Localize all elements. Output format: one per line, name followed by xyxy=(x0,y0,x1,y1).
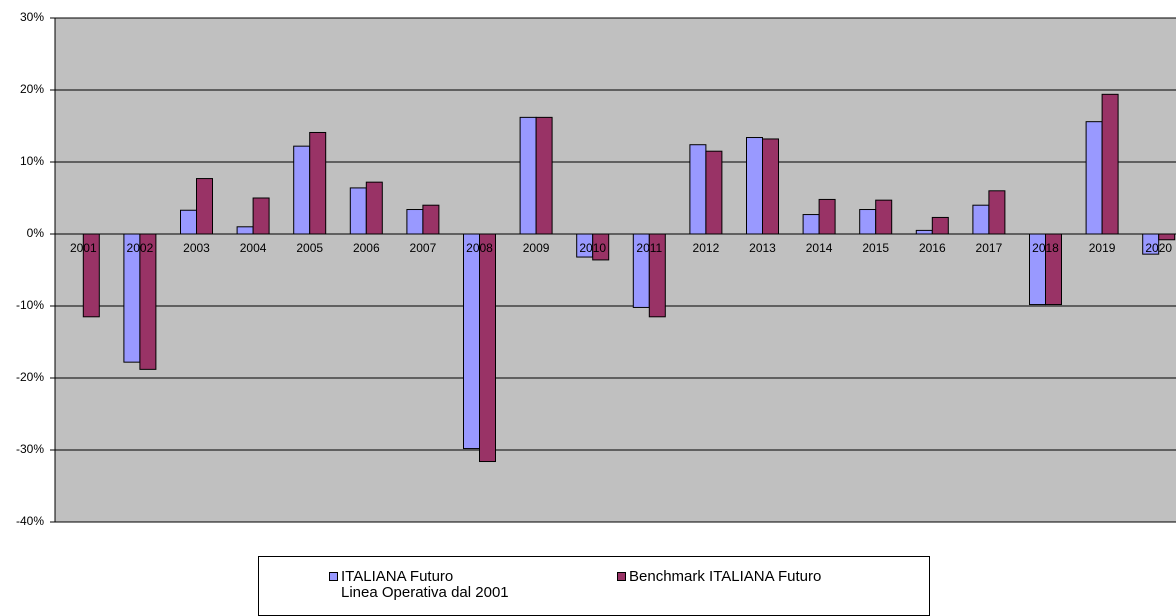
bar xyxy=(931,216,949,235)
bar xyxy=(648,233,666,318)
legend-label: ITALIANA Futuro Linea Operativa dal 2001 xyxy=(341,568,509,601)
bar xyxy=(1142,233,1160,255)
y-tick-label: 20% xyxy=(20,82,44,96)
bar xyxy=(592,233,610,261)
legend-swatch xyxy=(617,572,626,581)
y-tick-label: 10% xyxy=(20,154,44,168)
y-tick-label: -10% xyxy=(16,298,44,312)
y-tick-label: 30% xyxy=(20,10,44,24)
x-tick-label: 2007 xyxy=(410,241,437,255)
legend-label: Benchmark ITALIANA Futuro xyxy=(629,568,822,585)
x-tick-label: 2006 xyxy=(353,241,380,255)
bar xyxy=(479,233,496,463)
x-tick-label: 2012 xyxy=(693,241,720,255)
legend-swatch xyxy=(329,572,338,581)
bar xyxy=(293,145,311,235)
bar xyxy=(746,137,763,235)
bar xyxy=(180,209,197,235)
bar xyxy=(139,233,157,370)
x-tick-label: 2020 xyxy=(1145,241,1172,255)
bar xyxy=(535,116,553,235)
x-tick-label: 2001 xyxy=(70,241,97,255)
bar xyxy=(972,204,990,235)
y-tick-label: 0% xyxy=(27,226,45,240)
bar xyxy=(349,187,367,235)
bar xyxy=(802,214,820,235)
x-tick-label: 2017 xyxy=(976,241,1003,255)
plot-area xyxy=(55,18,1176,522)
bar xyxy=(196,178,213,235)
x-tick-label: 2016 xyxy=(919,241,946,255)
bar xyxy=(1045,233,1062,306)
bar xyxy=(875,199,893,235)
bar xyxy=(1158,233,1176,241)
x-tick-label: 2003 xyxy=(183,241,210,255)
y-tick-label: -40% xyxy=(16,514,44,528)
bar xyxy=(309,131,327,235)
x-tick-label: 2015 xyxy=(862,241,889,255)
x-tick-label: 2014 xyxy=(806,241,833,255)
x-tick-label: 2008 xyxy=(466,241,493,255)
x-tick-label: 2018 xyxy=(1032,241,1059,255)
x-tick-label: 2005 xyxy=(296,241,323,255)
x-tick-label: 2011 xyxy=(636,241,662,255)
legend: ITALIANA Futuro Linea Operativa dal 2001… xyxy=(258,556,930,616)
bar xyxy=(422,204,440,235)
x-tick-label: 2019 xyxy=(1089,241,1116,255)
bar xyxy=(365,181,383,235)
x-tick-label: 2013 xyxy=(749,241,776,255)
bar xyxy=(1085,121,1103,235)
bar xyxy=(463,233,480,450)
y-tick-label: -30% xyxy=(16,442,44,456)
bar xyxy=(1101,93,1119,235)
y-tick-label: -20% xyxy=(16,370,44,384)
bar xyxy=(818,198,836,235)
bar xyxy=(762,138,779,235)
bar xyxy=(689,144,707,235)
bar xyxy=(406,209,424,235)
x-tick-label: 2010 xyxy=(579,241,606,255)
bar xyxy=(859,209,877,235)
bar xyxy=(915,229,933,235)
bar xyxy=(82,233,100,318)
x-tick-label: 2004 xyxy=(240,241,267,255)
bar xyxy=(705,150,723,235)
x-tick-label: 2009 xyxy=(523,241,550,255)
bar xyxy=(988,190,1006,235)
chart: -40% -30% -20% -10% 0% 10% 20% 30% 2001 2002 2003 2… xyxy=(16,10,1176,528)
x-tick-label: 2002 xyxy=(127,241,154,255)
bar xyxy=(236,226,254,235)
bar xyxy=(519,116,537,235)
bar xyxy=(252,197,270,235)
